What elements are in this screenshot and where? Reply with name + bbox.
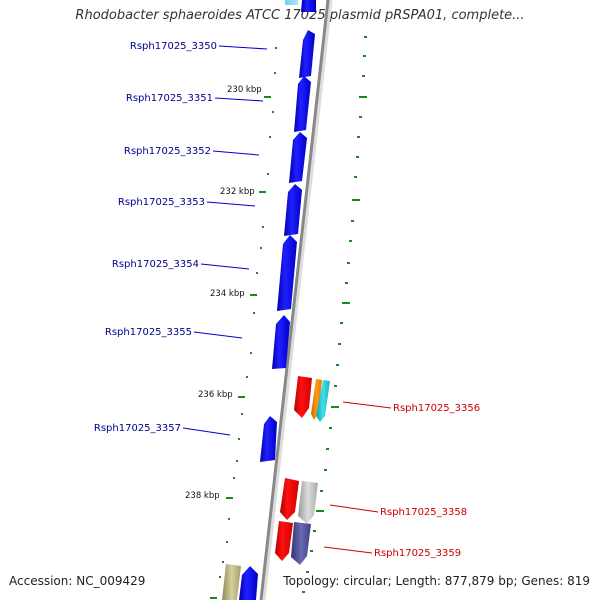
gene-bottom-olive[interactable]: [222, 564, 241, 600]
backbone-shadow: [260, 0, 333, 600]
tick-label-234: 234 kbp: [210, 289, 245, 299]
major-ticks: [210, 96, 271, 599]
left-leader-lines: [182, 45, 268, 436]
gene-bottom-blue[interactable]: [239, 566, 258, 600]
gene-label-3355[interactable]: Rsph17025_3355: [105, 327, 192, 338]
backbone: [259, 0, 330, 600]
gene-rsph17025-3357[interactable]: [260, 416, 277, 462]
gene-label-3357[interactable]: Rsph17025_3357: [94, 423, 181, 434]
gene-rsph17025-3350[interactable]: [299, 30, 315, 78]
gene-label-3358[interactable]: Rsph17025_3358: [380, 507, 467, 518]
gene-rsph17025-3353[interactable]: [284, 184, 302, 236]
outer-tick-marks: [302, 36, 367, 593]
gene-label-3351[interactable]: Rsph17025_3351: [126, 93, 213, 104]
gene-red-upper[interactable]: [280, 478, 299, 520]
map-title: Rhodobacter sphaeroides ATCC 17025 plasm…: [75, 8, 525, 23]
inner-tick-marks: [219, 47, 277, 578]
gene-cyan[interactable]: [316, 380, 330, 422]
gene-rsph17025-3358[interactable]: [298, 481, 318, 524]
gene-label-3352[interactable]: Rsph17025_3352: [124, 146, 211, 157]
gene-rsph17025-3354[interactable]: [277, 235, 297, 311]
gene-rsph17025-3352[interactable]: [289, 132, 307, 183]
gene-rsph17025-3356[interactable]: [294, 376, 312, 418]
partial-gene-top-blue[interactable]: [301, 0, 316, 12]
gene-label-3353[interactable]: Rsph17025_3353: [118, 197, 205, 208]
gene-label-3356[interactable]: Rsph17025_3356: [393, 403, 480, 414]
tick-label-238: 238 kbp: [185, 491, 220, 501]
gene-orange[interactable]: [311, 379, 322, 420]
gene-label-3354[interactable]: Rsph17025_3354: [112, 259, 199, 270]
gene-rsph17025-3359-red[interactable]: [275, 521, 293, 561]
gene-rsph17025-3355[interactable]: [272, 315, 290, 369]
gene-rsph17025-3351[interactable]: [294, 76, 311, 132]
accession-text: Accession: NC_009429: [9, 574, 146, 588]
tick-label-230: 230 kbp: [227, 85, 262, 95]
tick-label-236: 236 kbp: [198, 390, 233, 400]
gene-label-3359[interactable]: Rsph17025_3359: [374, 548, 461, 559]
partial-gene-top[interactable]: [285, 0, 298, 5]
genome-summary: Topology: circular; Length: 877,879 bp; …: [283, 574, 590, 588]
right-leader-lines: [323, 401, 392, 554]
gene-rsph17025-3359[interactable]: [291, 522, 311, 565]
tick-label-232: 232 kbp: [220, 187, 255, 197]
gene-label-3350[interactable]: Rsph17025_3350: [130, 41, 217, 52]
